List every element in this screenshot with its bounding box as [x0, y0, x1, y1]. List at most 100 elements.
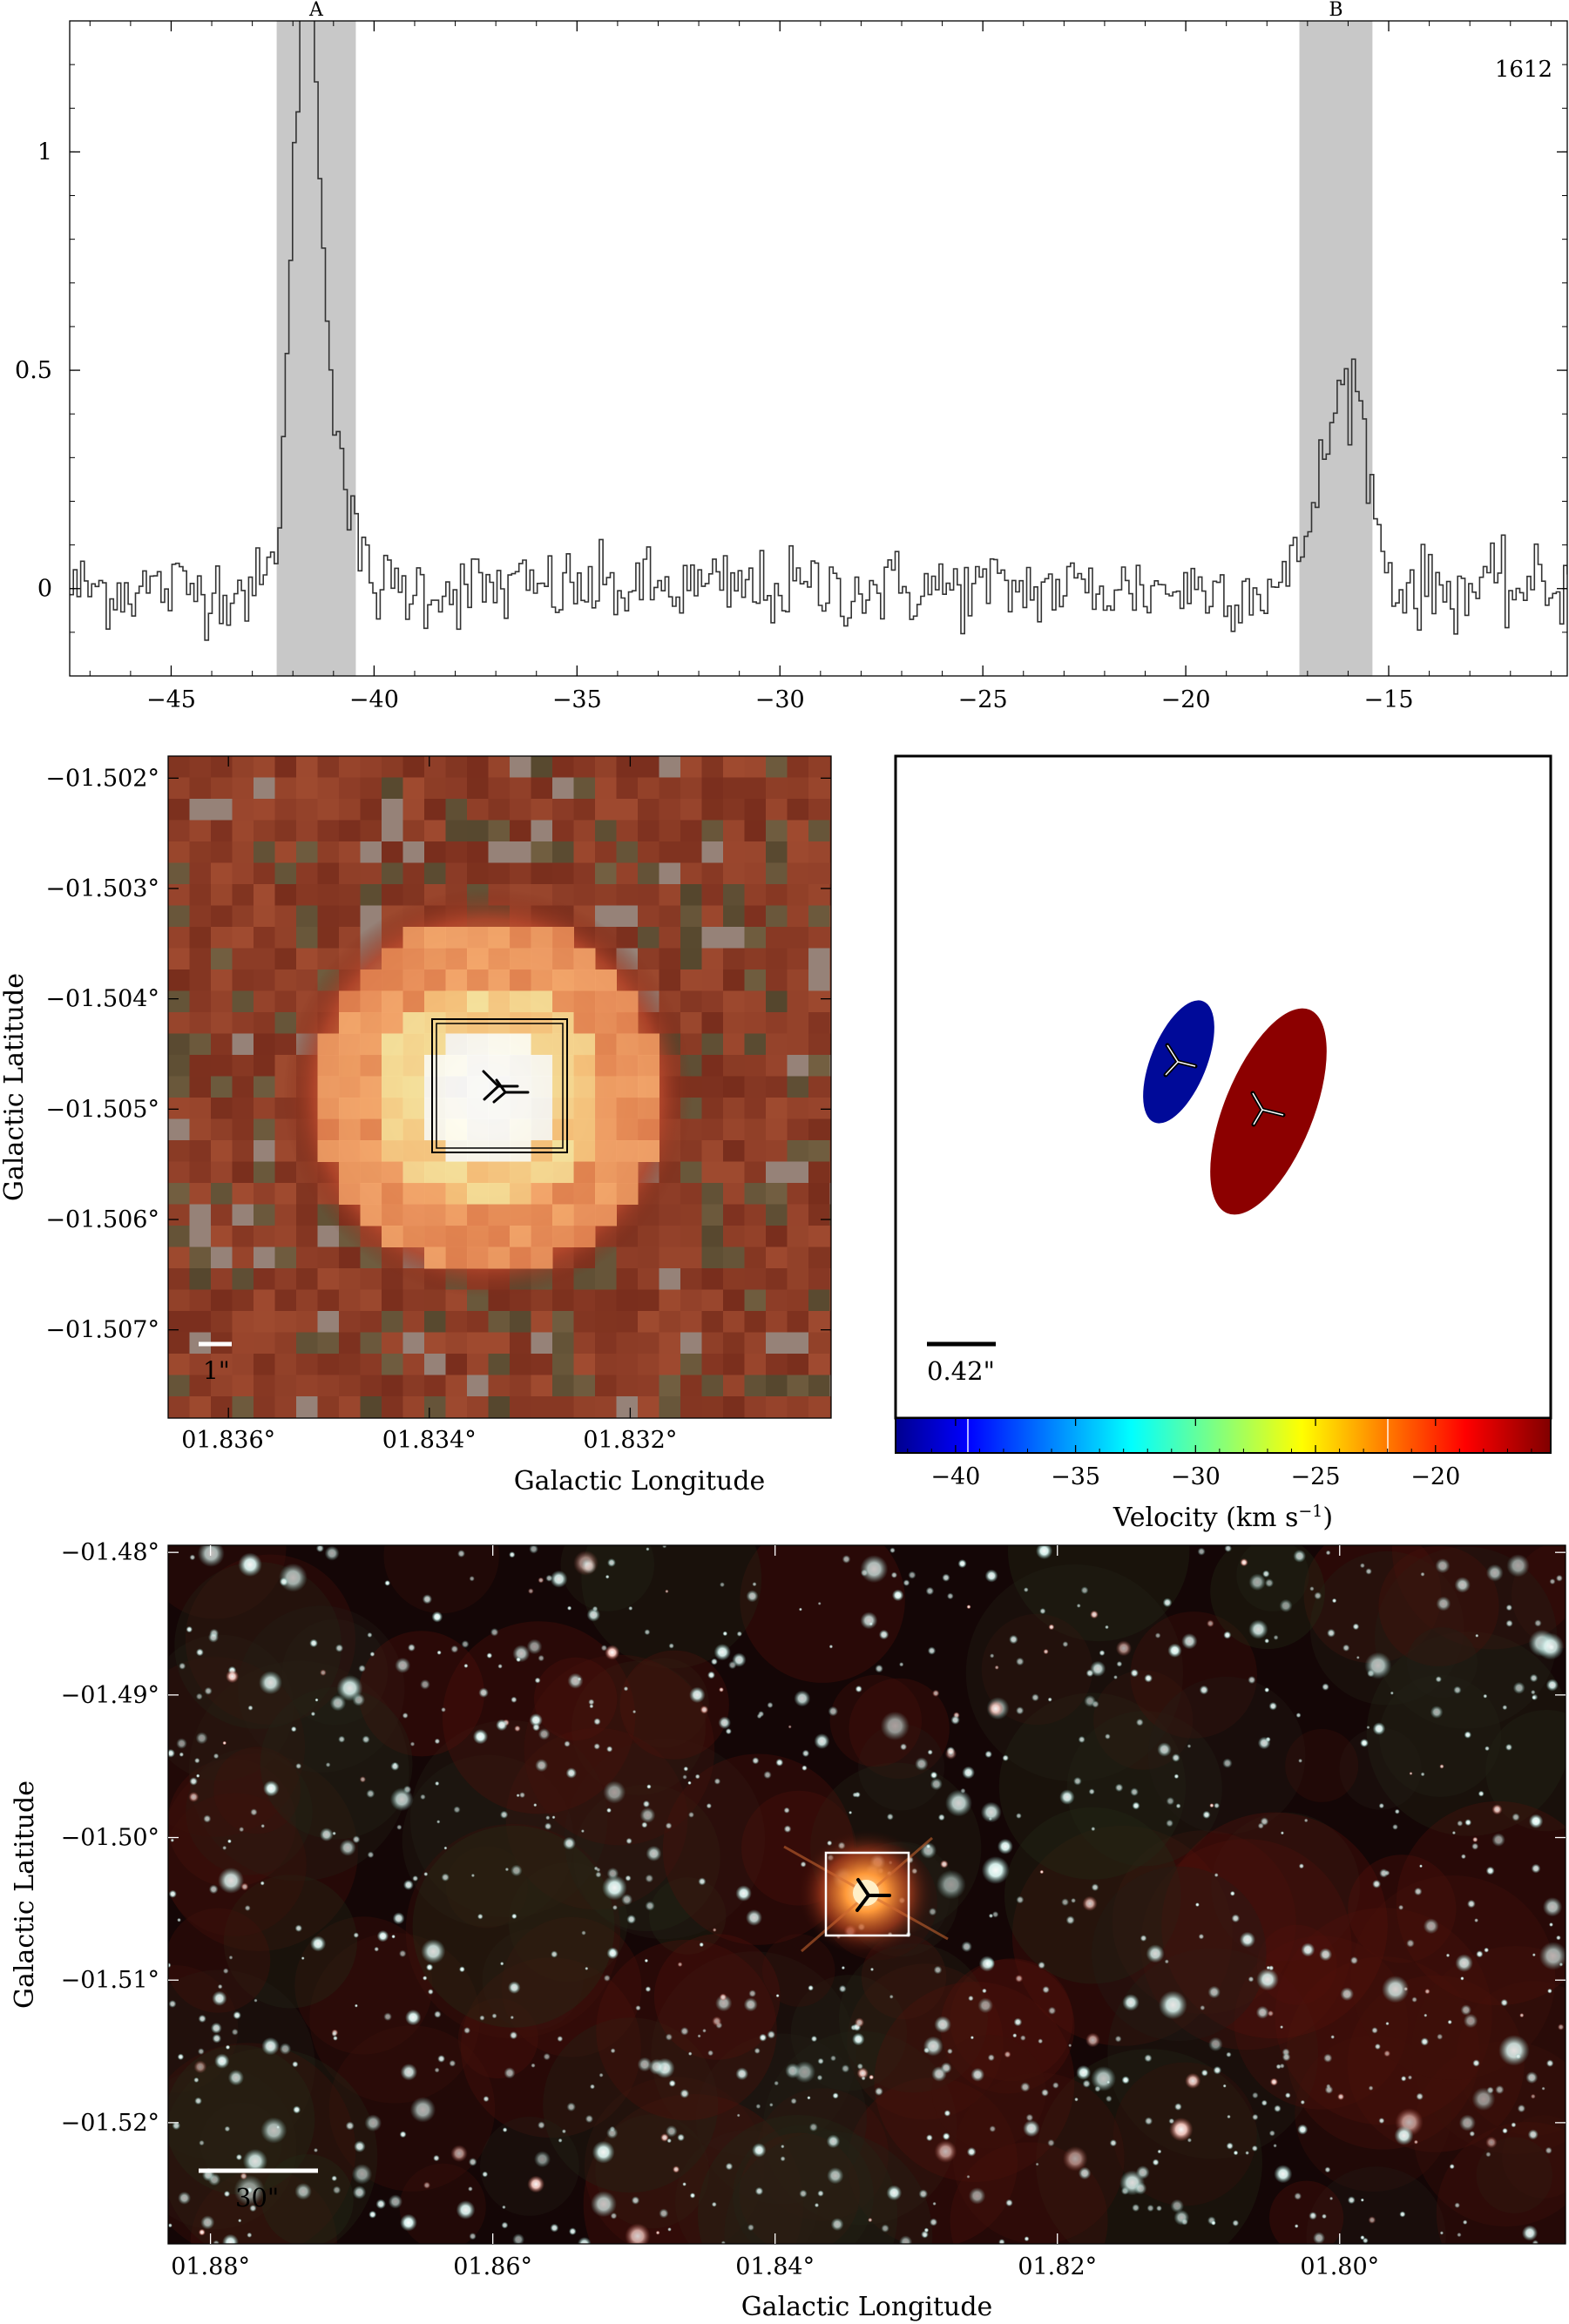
field-star — [516, 1657, 522, 1663]
field-star — [392, 1912, 405, 1925]
field-star — [1485, 2152, 1491, 2158]
zoom-pixel — [766, 969, 788, 991]
zoom-pixel — [189, 862, 212, 885]
field-star — [402, 1879, 414, 1890]
zoom-pixel — [317, 927, 340, 949]
field-nebula-patch — [861, 1934, 947, 2019]
zoom-pixel — [787, 1204, 809, 1226]
field-star — [668, 1643, 674, 1649]
field-star — [899, 2235, 913, 2244]
field-star — [1382, 1976, 1410, 2003]
zoom-pixel — [573, 1311, 596, 1333]
zoom-pixel — [274, 1417, 297, 1418]
zoom-pixel — [531, 777, 553, 800]
zoom-core-pixel — [445, 1226, 468, 1247]
zoom-pixel — [339, 841, 361, 863]
spectrum-xtick-label: −35 — [552, 686, 602, 713]
zoom-pixel — [787, 990, 809, 1013]
zoom-pixel — [189, 1375, 212, 1397]
zoom-core-pixel — [638, 1118, 659, 1141]
zoom-pixel — [787, 1417, 809, 1418]
field-star — [197, 1545, 225, 1567]
zoom-pixel — [488, 820, 511, 842]
zoom-pixel — [787, 1289, 809, 1312]
zoom-core-pixel — [616, 990, 639, 1013]
zoom-pixel — [616, 1354, 639, 1375]
field-star — [294, 2183, 312, 2200]
zoom-pixel — [254, 1161, 275, 1184]
zoom-pixel — [445, 799, 468, 821]
field-star — [512, 2233, 525, 2244]
zoom-pixel — [680, 1183, 702, 1205]
field-star — [1495, 2084, 1505, 2095]
zoom-pixel — [211, 1268, 233, 1290]
zoom-pixel — [787, 905, 809, 928]
field-star — [827, 2167, 844, 2185]
zoom-pixel — [701, 799, 724, 821]
field-star — [533, 1803, 538, 1807]
zoom-pixel — [402, 1396, 425, 1418]
field-star — [668, 2079, 676, 2087]
field-star — [218, 1867, 245, 1894]
zoom-pixel — [254, 841, 275, 863]
field-star — [947, 2048, 953, 2055]
zoom-pixel — [189, 1183, 212, 1205]
field-star — [1485, 1564, 1504, 1582]
zoom-pixel — [531, 1354, 553, 1375]
field-star — [694, 1773, 700, 1780]
field-star — [1078, 2166, 1092, 2180]
zoom-pixel — [339, 777, 361, 800]
zoom-core-pixel — [638, 1033, 659, 1056]
field-star — [1035, 2162, 1039, 2166]
field-star — [1209, 1803, 1214, 1808]
field-star — [626, 1915, 637, 1924]
zoom-pixel — [680, 756, 702, 778]
field-star — [931, 2066, 947, 2082]
zoom-pixel — [638, 1375, 659, 1397]
zoom-pixel — [189, 1311, 212, 1333]
zoom-pixel — [382, 756, 403, 778]
zoom-pixel — [531, 1375, 553, 1397]
field-star — [331, 2031, 337, 2037]
field-star — [606, 1746, 613, 1753]
zoom-pixel — [723, 1140, 745, 1162]
zoom-pixel — [659, 799, 681, 821]
zoom-core-pixel — [402, 1226, 425, 1247]
zoom-pixel — [274, 1226, 297, 1247]
zoom-pixel — [382, 841, 403, 863]
zoom-pixel — [766, 1246, 788, 1269]
field-star — [177, 1917, 181, 1922]
field-stars — [168, 1545, 1566, 2244]
zoom-core-pixel — [573, 969, 596, 991]
zoom-pixel — [402, 1354, 425, 1375]
field-star — [1132, 1801, 1140, 1810]
zoom-pixel — [829, 862, 831, 885]
zoom-core-pixel — [467, 1246, 489, 1269]
zoom-core-pixel — [467, 1076, 489, 1098]
zoom-pixel — [467, 756, 489, 778]
zoom-core-pixel — [531, 1076, 553, 1098]
zoom-pixel — [787, 820, 809, 842]
zoom-pixel — [573, 799, 596, 821]
field-star — [1047, 1697, 1052, 1702]
zoom-pixel — [808, 1098, 830, 1119]
field-nebula-patch — [168, 1908, 271, 2013]
field-star — [783, 1807, 790, 1814]
field-star — [830, 2218, 844, 2232]
zoom-pixel — [723, 862, 745, 885]
field-star — [212, 2033, 222, 2044]
field-star — [934, 2140, 957, 2163]
field-star — [260, 1881, 265, 1886]
zoom-pixel — [296, 948, 318, 970]
zoom-pixel — [296, 1289, 318, 1312]
zoom-pixel — [680, 1417, 702, 1418]
zoom-pixel — [787, 1268, 809, 1290]
zoom-core-pixel — [445, 1033, 468, 1056]
field-star — [682, 2182, 686, 2186]
field-star — [1284, 2092, 1291, 2098]
zoom-pixel — [766, 862, 788, 885]
field-star — [940, 1860, 949, 1868]
zoom-pixel — [232, 905, 254, 928]
zoom-pixel — [723, 969, 745, 991]
zoom-pixel — [254, 1226, 275, 1247]
